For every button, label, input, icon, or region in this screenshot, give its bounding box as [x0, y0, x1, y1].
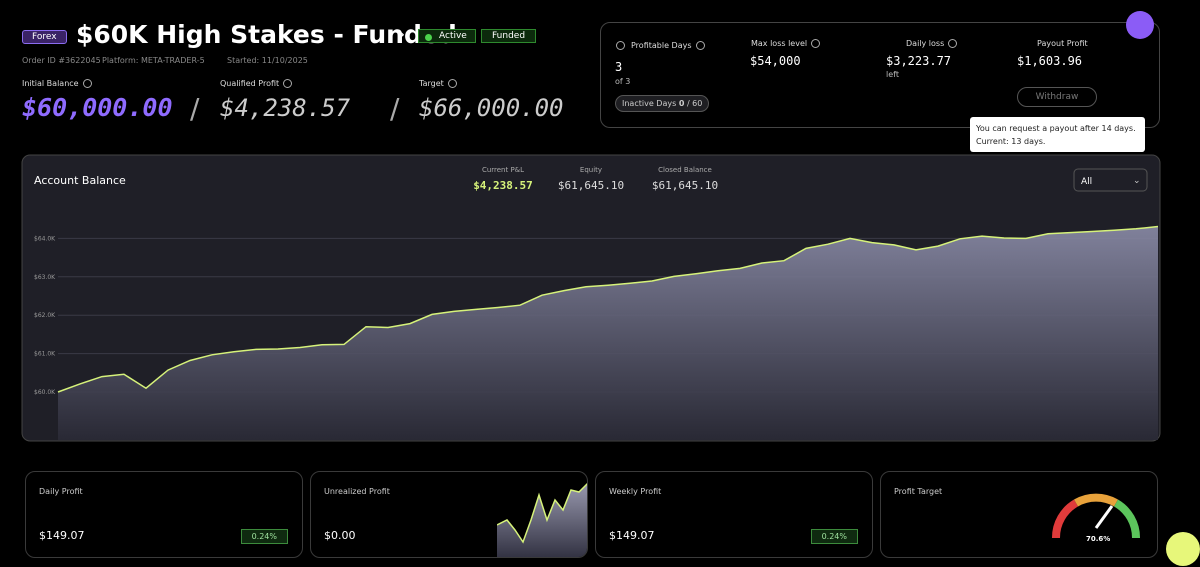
- gauge-value: 70.6%: [1086, 535, 1111, 543]
- area: [58, 226, 1158, 440]
- label: Target: [419, 79, 444, 88]
- card-label: Profit Target: [894, 487, 943, 496]
- started: Started: 11/10/2025: [227, 56, 308, 65]
- label: Initial Balance: [22, 79, 79, 88]
- card: Weekly Profit $149.07 0.24%: [595, 471, 873, 558]
- card-value: $149.07: [609, 529, 655, 542]
- summary-value: $61,645.10: [652, 179, 718, 192]
- chevron: ⌄: [1133, 176, 1141, 186]
- summary-label: Closed Balance: [658, 166, 712, 174]
- card: Profit Target 70.6%: [880, 471, 1158, 558]
- y-tick-label: $64.0K: [34, 235, 56, 242]
- badge-text: Active: [439, 31, 467, 41]
- label: Qualified Profit: [220, 79, 280, 88]
- chat-button[interactable]: [1166, 532, 1200, 566]
- card-label: Unrealized Profit: [324, 487, 390, 496]
- inactive-days: Inactive Days 0 / 60: [615, 95, 710, 112]
- card: Unrealized Profit $0.00: [310, 471, 588, 558]
- stat-value: $54,000: [750, 54, 801, 68]
- title: $60K High Stakes - Funded: [76, 20, 457, 49]
- y-tick-label: $63.0K: [34, 274, 56, 281]
- chevron[interactable]: ›: [398, 24, 406, 45]
- tooltip: You can request a payout after 14 days. C…: [970, 117, 1145, 152]
- stat-label: Payout Profit: [1037, 39, 1088, 48]
- stats-panel: [600, 22, 1160, 128]
- summary-value: $4,238.57: [473, 179, 533, 192]
- target: $66,000.00: [419, 94, 564, 122]
- y-tick-label: $61.0K: [34, 351, 56, 358]
- slash: /: [190, 92, 200, 125]
- filter-select[interactable]: [1073, 168, 1148, 192]
- withdraw-button[interactable]: Withdraw: [1017, 87, 1097, 107]
- qualified-profit: $4,238.57: [220, 94, 351, 122]
- card-label: Daily Profit: [39, 487, 83, 496]
- stat-label: Profitable Days: [616, 41, 705, 50]
- balance-label: Qualified Profit: [220, 79, 293, 88]
- y-tick-label: $60.0K: [34, 389, 56, 396]
- gauge: [1051, 493, 1141, 539]
- search-button[interactable]: [1126, 11, 1154, 39]
- card-change: 0.24%: [810, 529, 858, 544]
- label: Inactive Days: [622, 99, 677, 108]
- tooltip-line: Current: 13 days.: [976, 137, 1046, 146]
- summary-label: Current P&L: [482, 166, 524, 174]
- stat-value: $1,603.96: [1017, 54, 1083, 68]
- badge: Funded: [481, 29, 537, 43]
- summary-value: $61,645.10: [558, 179, 624, 192]
- tooltip-line: You can request a payout after 14 days.: [976, 124, 1136, 133]
- chart: Account Balance All ⌄ Current P&L $4,238.…: [21, 154, 1161, 442]
- card-value: $149.07: [39, 529, 85, 542]
- card-value: $0.00: [324, 529, 356, 542]
- card: Daily Profit $149.07 0.24%: [25, 471, 303, 558]
- slash: /: [390, 92, 400, 125]
- line: [57, 225, 1159, 393]
- platform: Platform: META-TRADER-5: [102, 56, 205, 65]
- stat-sub: of 3: [615, 77, 631, 86]
- label: Daily loss: [906, 39, 945, 48]
- stat-value: $3,223.77: [886, 54, 952, 68]
- chart-title: Account Balance: [34, 174, 126, 187]
- label: Max loss level: [751, 39, 808, 48]
- badge: Active: [418, 29, 476, 43]
- order-id: Order ID #3622045: [22, 56, 101, 65]
- initial-balance: $60,000.00: [22, 93, 173, 122]
- filter-text: All: [1081, 177, 1092, 187]
- value: 0: [678, 99, 685, 108]
- sparkline: [497, 482, 587, 557]
- card-change: 0.24%: [240, 529, 288, 544]
- card-label: Weekly Profit: [609, 487, 662, 496]
- label: Profitable Days: [631, 41, 692, 50]
- stat-label: Max loss level: [751, 39, 821, 48]
- tag: Forex: [22, 30, 67, 44]
- stat-label: Daily loss: [906, 39, 958, 48]
- y-tick-label: $62.0K: [34, 312, 56, 319]
- total: / 60: [686, 99, 703, 108]
- balance-label: Target: [419, 79, 457, 88]
- stat-sub: left: [886, 70, 899, 79]
- stat-value: 3: [615, 60, 623, 74]
- balance-label: Initial Balance: [22, 79, 92, 88]
- summary-label: Equity: [580, 166, 602, 174]
